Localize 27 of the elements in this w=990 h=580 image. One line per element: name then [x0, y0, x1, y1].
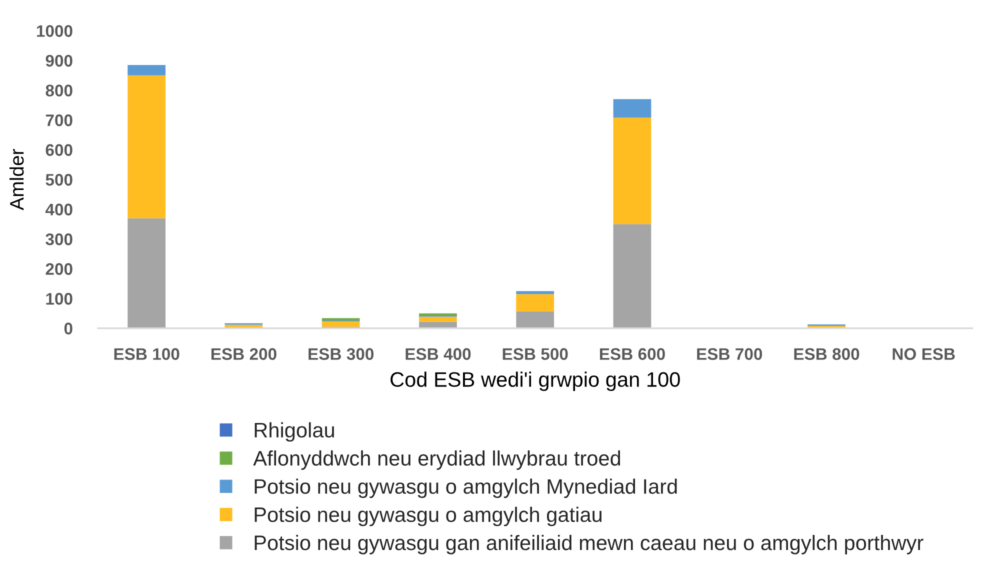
y-tick-label: 1000 — [36, 25, 72, 37]
x-tick-label: ESB 300 — [308, 348, 374, 360]
x-tick-label: NO ESB — [892, 348, 955, 360]
y-tick-label: 700 — [46, 114, 72, 126]
y-tick-label: 0 — [64, 322, 72, 334]
legend-label: Aflonyddwch neu erydiad llwybrau troed — [253, 450, 620, 470]
y-tick-label: 500 — [46, 174, 72, 186]
x-tick-label: ESB 200 — [211, 348, 276, 360]
x-axis-title: Cod ESB wedi'i grwpio gan 100 — [390, 372, 680, 392]
legend-label: Potsio neu gywasgu gan anifeiliaid mewn caeau neu o amgylch porthwyr — [254, 534, 924, 554]
x-tick-label: ESB 800 — [794, 348, 860, 360]
y-tick-label: 800 — [46, 84, 72, 96]
x-tick-label: ESB 100 — [114, 348, 180, 360]
y-axis-title: Amlder — [9, 149, 24, 210]
x-tick-label: ESB 500 — [502, 348, 568, 360]
x-tick-label: ESB 700 — [697, 348, 762, 360]
y-tick-label: 300 — [46, 233, 72, 246]
x-tick-label: ESB 600 — [600, 348, 665, 360]
y-tick-label: 900 — [46, 54, 72, 67]
y-tick-label: 600 — [46, 144, 72, 156]
legend-label: Rhigolau — [254, 422, 334, 442]
y-tick-label: 100 — [46, 292, 72, 305]
x-tick-label: ESB 400 — [406, 348, 471, 360]
legend-label: Potsio neu gywasgu o amgylch gatiau — [254, 506, 602, 526]
y-tick-label: 200 — [46, 263, 72, 275]
legend-label: Potsio neu gywasgu o amgylch Mynediad Iard — [254, 478, 677, 498]
y-tick-label: 400 — [45, 204, 72, 216]
